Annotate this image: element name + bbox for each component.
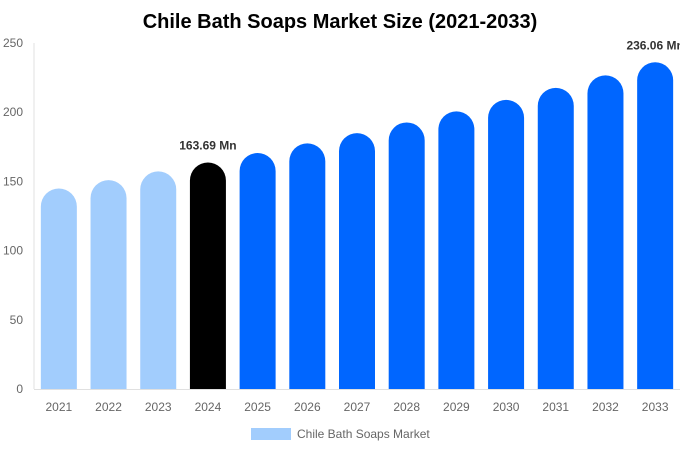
- x-tick-label: 2030: [493, 400, 520, 414]
- y-tick-label: 250: [3, 36, 23, 50]
- bar-2024[interactable]: [189, 162, 226, 389]
- bar-2032[interactable]: [587, 75, 624, 390]
- bar-2021[interactable]: [40, 188, 77, 389]
- x-tick-label: 2031: [542, 400, 569, 414]
- bar-2027[interactable]: [339, 133, 375, 389]
- x-tick-label: 2021: [45, 400, 72, 414]
- y-tick-label: 200: [3, 105, 23, 119]
- x-tick-label: 2022: [95, 400, 122, 414]
- bar-2031[interactable]: [537, 87, 574, 389]
- x-tick-label: 2033: [642, 400, 669, 414]
- chart-title: Chile Bath Soaps Market Size (2021-2033): [143, 11, 538, 33]
- bar-2033[interactable]: [637, 62, 674, 389]
- legend[interactable]: Chile Bath Soaps Market: [251, 427, 430, 441]
- x-tick-label: 2024: [195, 400, 222, 414]
- x-tick-label: 2028: [393, 400, 420, 414]
- legend-label: Chile Bath Soaps Market: [297, 427, 430, 441]
- y-tick-label: 100: [3, 244, 23, 258]
- legend-swatch: [251, 428, 291, 440]
- x-tick-label: 2025: [244, 400, 271, 414]
- data-label: 163.69 Mn: [179, 138, 236, 152]
- x-tick-label: 2029: [443, 400, 470, 414]
- bar-2022[interactable]: [90, 180, 127, 389]
- data-label: 236.06 Mn: [626, 38, 680, 52]
- x-tick-label: 2027: [344, 400, 371, 414]
- y-tick-label: 0: [16, 382, 23, 396]
- x-tick-label: 2023: [145, 400, 172, 414]
- bar-2030[interactable]: [488, 99, 525, 389]
- bar-2026[interactable]: [289, 143, 326, 389]
- bar-2025[interactable]: [239, 153, 276, 389]
- y-tick-label: 150: [3, 174, 23, 188]
- bar-2023[interactable]: [140, 171, 177, 389]
- x-tick-label: 2032: [592, 400, 619, 414]
- bar-2029[interactable]: [438, 111, 475, 389]
- x-tick-label: 2026: [294, 400, 321, 414]
- y-tick-label: 50: [10, 313, 24, 327]
- bar-2028[interactable]: [388, 122, 425, 390]
